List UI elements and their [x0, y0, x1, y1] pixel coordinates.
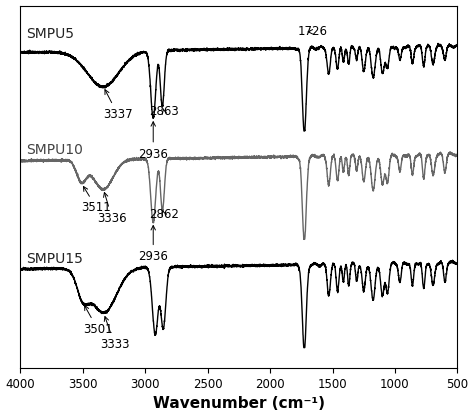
Text: 3511: 3511	[82, 186, 111, 214]
Text: SMPU15: SMPU15	[27, 251, 83, 266]
X-axis label: Wavenumber (cm⁻¹): Wavenumber (cm⁻¹)	[153, 397, 325, 412]
Text: 3501: 3501	[83, 306, 113, 336]
Text: 2936: 2936	[138, 122, 168, 161]
Text: SMPU5: SMPU5	[27, 27, 74, 41]
Text: 2863: 2863	[149, 105, 179, 118]
Text: 1726: 1726	[298, 25, 328, 38]
Text: 3333: 3333	[100, 317, 129, 351]
Text: 2862: 2862	[149, 208, 179, 221]
Text: SMPU10: SMPU10	[27, 143, 83, 157]
Text: 3336: 3336	[97, 193, 127, 225]
Text: 2936: 2936	[138, 226, 168, 263]
Text: 3337: 3337	[103, 90, 133, 121]
